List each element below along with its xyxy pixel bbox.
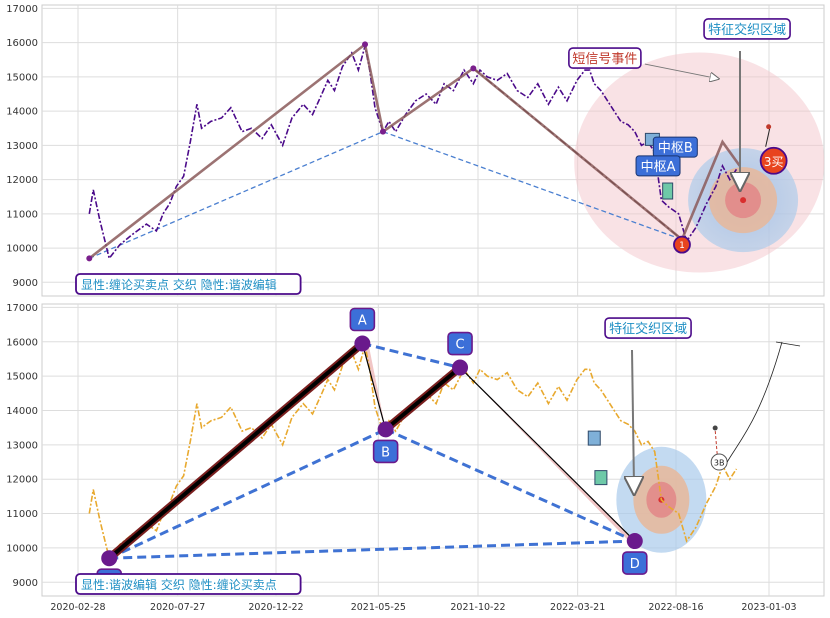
zhongshu-box: [594, 470, 608, 486]
harmonic-label-box: [372, 439, 399, 464]
x-tick-label: 2022-08-16: [648, 602, 703, 613]
harmonic-leg-thin: [459, 367, 636, 542]
b3-connector-cap: [775, 341, 801, 347]
harmonic-label-b: B: [381, 445, 390, 460]
x-tick-label: 2022-03-21: [550, 602, 605, 613]
harmonic-point-a: [354, 335, 371, 352]
harmonic-label-box: [447, 331, 473, 356]
zhongshu-a-label: 中枢A: [641, 160, 676, 175]
y-tick-label: 11000: [6, 209, 38, 220]
feature-region-box: [703, 18, 791, 40]
dashed-blue-segment: [108, 428, 387, 560]
harmonic-point-d: [626, 533, 643, 550]
y-tick-label: 9000: [13, 278, 38, 289]
short-signal-arrow: [644, 63, 715, 78]
short-signal-box: [568, 47, 642, 69]
top-panel: 9000 10000 11000 12000 13000 14000 15000 16000 1…: [6, 4, 825, 297]
x-tick-label: 2020-12-22: [248, 602, 303, 613]
pivot-point: [379, 128, 386, 135]
harmonic-leg: [107, 341, 364, 560]
y-tick-label: 14000: [6, 406, 38, 417]
y-tick-label: 16000: [6, 337, 38, 348]
series-price: [88, 45, 738, 261]
y-tick-label: 13000: [6, 141, 38, 152]
short-signal-label: 短信号事件: [572, 52, 637, 67]
y-tick-label: 10000: [6, 543, 38, 554]
series-dashed-blue: [89, 130, 683, 259]
zhongshu-b-label: 中枢B: [658, 141, 693, 156]
harmonic-label-box: [621, 551, 648, 575]
harmonic-point-c: [452, 359, 469, 376]
buy3-marker-stem: [765, 128, 771, 147]
y-tick-label: 15000: [6, 72, 38, 83]
y-tick-label: 14000: [6, 107, 38, 118]
harmonic-point-b: [377, 421, 394, 438]
buy3-badge: [759, 146, 788, 175]
feature-region-label: 特征交织区域: [708, 22, 786, 38]
y-tick-label: 13000: [6, 440, 38, 451]
series-price: [88, 345, 738, 561]
harmonic-label-a: A: [358, 314, 367, 329]
dashed-blue-segment: [362, 342, 461, 370]
legend-text: 显性:缠论买卖点 交织 隐性:谐波编辑: [81, 277, 277, 292]
plot-area: [41, 303, 825, 597]
harmonic-label-box: [349, 307, 376, 332]
y-tick-label: 11000: [6, 509, 38, 520]
harmonic-label-d: D: [630, 557, 640, 572]
shared-x-axis: 2020-02-28 2020-07-27 2020-12-22 2021-05-25…: [50, 602, 796, 613]
bottom-panel: 9000 10000 11000 12000 13000 14000 15000 16000 1…: [6, 303, 825, 597]
x-tick-label: 2021-05-25: [351, 602, 406, 613]
y-tick-label: 16000: [6, 38, 38, 49]
harmonic-leg-thin: [361, 343, 387, 430]
feature-region-label: 特征交织区域: [609, 321, 687, 337]
harmonic-leg: [384, 366, 462, 431]
buy1-badge: [673, 235, 691, 254]
feature-region-arrow: [632, 350, 634, 486]
harmonic-label-c: C: [456, 338, 465, 353]
y-tick-label: 17000: [6, 4, 38, 15]
feature-region-box: [604, 317, 692, 339]
x-tick-label: 2021-10-22: [450, 602, 505, 613]
legend-box: [75, 573, 302, 595]
x-tick-label: 2023-01-03: [741, 602, 796, 613]
buy1-label: 1: [679, 241, 685, 251]
b3-marker-dot: [712, 425, 718, 431]
b3-marker-stem: [714, 429, 718, 455]
y-tick-label: 17000: [6, 303, 38, 314]
b3-label: 3B: [714, 459, 725, 468]
x-tick-label: 2020-07-27: [150, 602, 205, 613]
x-tick-label: 2020-02-28: [50, 602, 105, 613]
legend-text: 显性:谐波编辑 交织 隐性:缠论买卖点: [81, 577, 277, 592]
pivot-point: [470, 65, 477, 72]
legend-box: [75, 273, 302, 295]
y-tick-label: 12000: [6, 175, 38, 186]
buy3-label: 3买: [764, 155, 784, 169]
zhongshu-a-label-box: [635, 155, 681, 177]
y-tick-label: 9000: [13, 578, 38, 589]
y-tick-label: 10000: [6, 244, 38, 255]
zhongshu-box: [662, 182, 674, 200]
pivot-point: [86, 255, 93, 262]
dashed-blue-segment: [385, 428, 636, 543]
y-tick-label: 12000: [6, 475, 38, 486]
y-tick-label: 15000: [6, 372, 38, 383]
region-center-dot: [740, 197, 747, 204]
buy3-marker-dot: [766, 124, 772, 130]
pivot-point: [362, 41, 369, 48]
harmonic-point-x: [101, 550, 118, 567]
dashed-blue-segment: [109, 539, 635, 560]
b3-connector: [726, 341, 783, 463]
zhongshu-box: [587, 430, 601, 446]
